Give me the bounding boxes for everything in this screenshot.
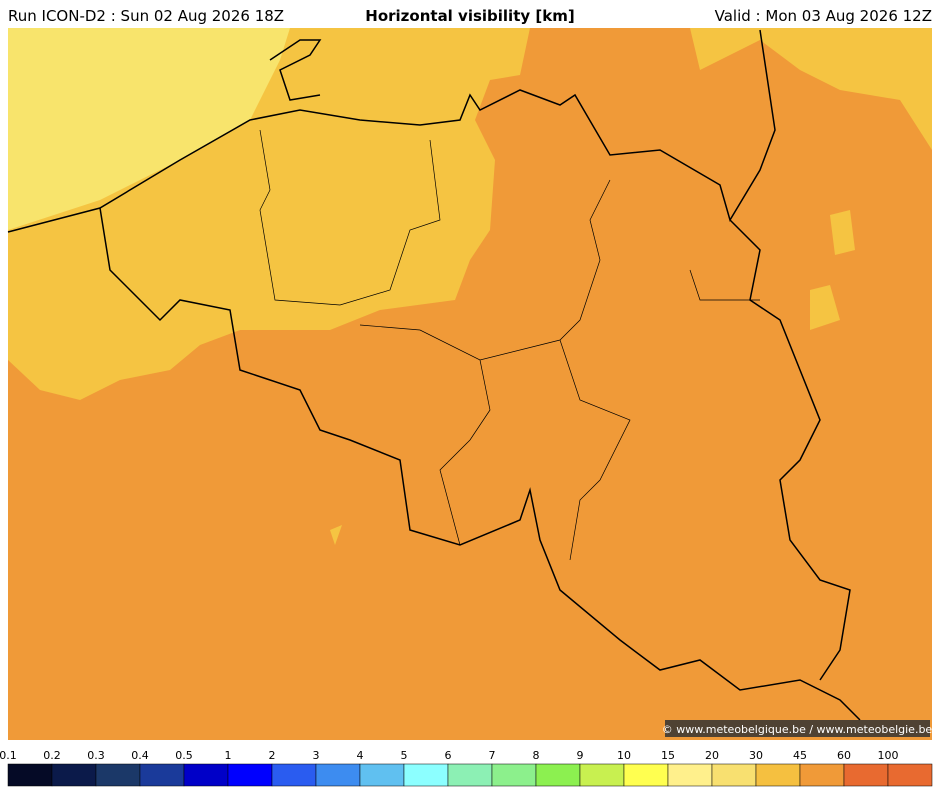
legend-tick-label: 8 bbox=[533, 749, 540, 762]
color-bin bbox=[491, 763, 537, 787]
color-bin bbox=[403, 763, 449, 787]
color-bin bbox=[447, 763, 493, 787]
color-bin bbox=[95, 763, 141, 787]
color-bin bbox=[755, 763, 801, 787]
color-bin bbox=[535, 763, 581, 787]
run-info: Run ICON-D2 : Sun 02 Aug 2026 18Z bbox=[8, 7, 284, 25]
color-bin bbox=[315, 763, 361, 787]
legend-tick-label: 10 bbox=[617, 749, 631, 762]
legend-tick-label: 0.4 bbox=[131, 749, 149, 762]
colorbar: 0.1 0.2 0.3 0.4 0.5 1 2 3 4 5 6 7 8 9 10 15 20 30 45 60 100 bbox=[0, 749, 933, 787]
legend-tick-label: 5 bbox=[401, 749, 408, 762]
visibility-zone bbox=[8, 28, 932, 150]
color-bin bbox=[843, 763, 889, 787]
color-bin bbox=[227, 763, 273, 787]
legend-tick-label: 60 bbox=[837, 749, 851, 762]
color-bin bbox=[183, 763, 229, 787]
legend-tick-label: 30 bbox=[749, 749, 763, 762]
map-title: Horizontal visibility [km] bbox=[365, 7, 574, 25]
legend-tick-label: 6 bbox=[445, 749, 452, 762]
color-bin bbox=[711, 763, 757, 787]
legend-tick-label: 100 bbox=[878, 749, 899, 762]
province-borders bbox=[259, 129, 760, 561]
legend-tick-label: 1 bbox=[225, 749, 232, 762]
legend-tick-label: 7 bbox=[489, 749, 496, 762]
legend-tick-label: 0.3 bbox=[87, 749, 105, 762]
credit: © www.meteobelgique.be / www.meteobelgie… bbox=[662, 723, 933, 736]
color-bin bbox=[271, 763, 317, 787]
legend-tick-label: 15 bbox=[661, 749, 675, 762]
legend-tick-label: 4 bbox=[357, 749, 364, 762]
legend-tick-label: 3 bbox=[313, 749, 320, 762]
legend-tick-label: 0.5 bbox=[175, 749, 193, 762]
credit-box bbox=[665, 720, 930, 737]
color-bin bbox=[51, 763, 97, 787]
map bbox=[7, 28, 932, 740]
color-bin bbox=[139, 763, 185, 787]
legend-tick-label: 0.1 bbox=[0, 749, 17, 762]
color-bin bbox=[579, 763, 625, 787]
legend-tick-label: 0.2 bbox=[43, 749, 61, 762]
color-bin bbox=[667, 763, 713, 787]
color-bin bbox=[7, 763, 53, 787]
color-bin bbox=[799, 763, 845, 787]
legend-tick-label: 2 bbox=[269, 749, 276, 762]
color-bin bbox=[359, 763, 405, 787]
legend-tick-label: 9 bbox=[577, 749, 584, 762]
valid-info: Valid : Mon 03 Aug 2026 12Z bbox=[715, 7, 932, 25]
visibility-zone bbox=[8, 28, 290, 230]
legend-tick-label: 20 bbox=[705, 749, 719, 762]
legend-tick-label: 45 bbox=[793, 749, 807, 762]
color-bin bbox=[887, 763, 933, 787]
color-bin bbox=[623, 763, 669, 787]
